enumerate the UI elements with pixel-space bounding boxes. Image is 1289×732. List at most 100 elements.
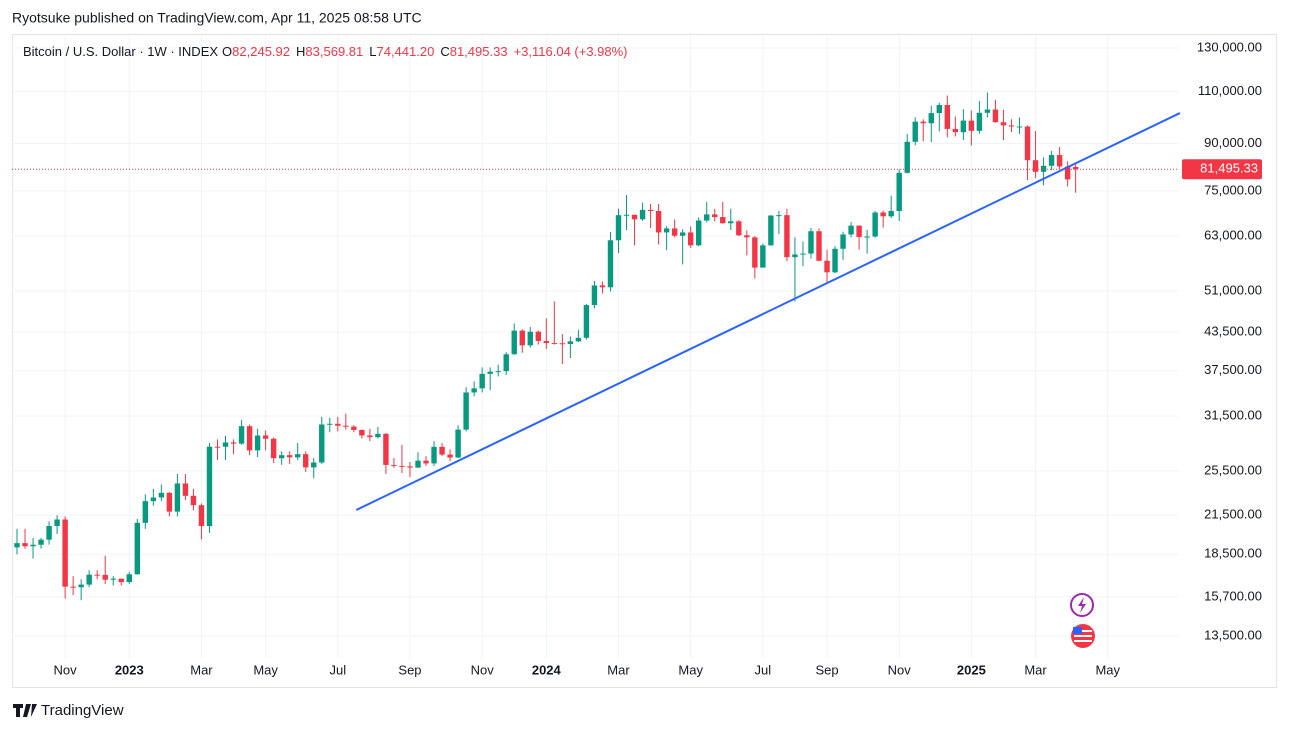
candle-body	[551, 343, 558, 345]
candle-body	[134, 522, 140, 575]
candle-body	[407, 466, 413, 468]
x-tick-label: Mar	[190, 662, 213, 677]
candle-body	[663, 228, 670, 233]
close-value: 81,495.33	[450, 44, 508, 59]
candle-body	[238, 426, 245, 444]
y-tick-label: 13,500.00	[1204, 627, 1262, 642]
open-value: 82,245.92	[232, 44, 290, 59]
candle-body	[327, 423, 333, 425]
candle-body	[30, 544, 36, 547]
candle-body	[1024, 126, 1031, 161]
candle-body	[623, 214, 630, 216]
y-tick-label: 18,500.00	[1204, 546, 1262, 561]
event-icon[interactable]	[1070, 593, 1094, 617]
candle-body	[639, 209, 646, 220]
candle-body	[431, 446, 437, 464]
candle-body	[118, 578, 124, 583]
candle-body	[423, 460, 429, 464]
y-tick-label: 15,700.00	[1204, 588, 1262, 603]
change: +3,116.04 (+3.98%)	[514, 44, 628, 59]
flag-canton[interactable]	[1073, 627, 1082, 634]
candle-body	[744, 235, 750, 238]
x-tick-label: 2025	[957, 662, 986, 677]
candle-body	[511, 330, 517, 355]
candle-body	[543, 340, 550, 344]
candle-body	[150, 497, 157, 502]
candle-body	[214, 446, 221, 448]
x-tick-label: Sep	[815, 662, 838, 677]
candle-body	[904, 141, 910, 173]
candle-body	[920, 121, 926, 124]
x-tick-label: Nov	[54, 662, 78, 677]
candle-body	[142, 501, 149, 523]
flag-stripe[interactable]	[1074, 630, 1092, 632]
candle-body	[230, 442, 237, 444]
candle-body	[960, 120, 967, 133]
candle-body	[760, 245, 766, 268]
candle-body	[824, 260, 830, 273]
candle-body	[286, 455, 293, 458]
y-tick-label: 25,500.00	[1204, 462, 1262, 477]
icon-bolt[interactable]	[1078, 597, 1086, 613]
candle-body	[800, 253, 806, 255]
candle-body	[198, 505, 205, 527]
candle-body	[367, 435, 373, 438]
candle-body	[896, 172, 902, 211]
candle-body	[503, 354, 509, 372]
candle-body	[463, 392, 469, 430]
candle-body	[808, 231, 814, 254]
candle-body	[671, 228, 678, 236]
x-tick-label: May	[1095, 662, 1120, 677]
candle-body	[816, 231, 822, 261]
candle-body	[736, 221, 742, 236]
y-tick-label: 43,500.00	[1204, 324, 1262, 339]
flag-stripe[interactable]	[1074, 635, 1092, 637]
candle-body	[984, 109, 991, 113]
x-tick-label: Jul	[755, 662, 772, 677]
candle-body	[158, 492, 165, 498]
candle-body	[206, 446, 213, 527]
candle-body	[848, 225, 854, 235]
flag-icon[interactable]	[1071, 624, 1095, 648]
candle-body	[840, 234, 846, 249]
candle-body	[687, 232, 694, 246]
candle-body	[1048, 155, 1055, 166]
y-tick-label: 63,000.00	[1204, 228, 1262, 243]
high-value: 83,569.81	[305, 44, 363, 59]
candle-body	[270, 438, 277, 459]
y-tick-label: 110,000.00	[1198, 83, 1262, 98]
high-label: H	[296, 44, 305, 59]
candle-body	[647, 209, 654, 211]
candle-body	[70, 586, 76, 588]
flag-stripe[interactable]	[1074, 640, 1092, 642]
candle-body	[383, 433, 389, 465]
y-tick-label: 21,500.00	[1204, 507, 1262, 522]
candle-body	[222, 442, 229, 447]
candle-body	[38, 539, 44, 545]
candle-body	[712, 214, 718, 218]
candle-body	[944, 104, 951, 129]
candle-body	[182, 483, 189, 496]
candle-body	[78, 584, 84, 588]
brand: TradingView	[41, 702, 124, 719]
candle-body	[679, 232, 686, 236]
candle-body	[992, 109, 999, 123]
candle-body	[399, 465, 405, 467]
x-tick-label: May	[253, 662, 278, 677]
candle-body	[696, 220, 702, 246]
candle-body	[936, 104, 942, 114]
candle-body	[720, 217, 726, 224]
candle-body	[415, 460, 421, 468]
candle-body	[94, 574, 100, 576]
candle-body	[375, 433, 381, 438]
x-tick-label: Jul	[329, 662, 346, 677]
candle-body	[351, 426, 357, 430]
candle-body	[864, 236, 870, 238]
price-label-box	[1182, 159, 1262, 180]
x-tick-label: May	[678, 662, 703, 677]
candle-body	[455, 429, 461, 458]
candle-body	[872, 212, 878, 237]
candle-body	[174, 483, 181, 512]
